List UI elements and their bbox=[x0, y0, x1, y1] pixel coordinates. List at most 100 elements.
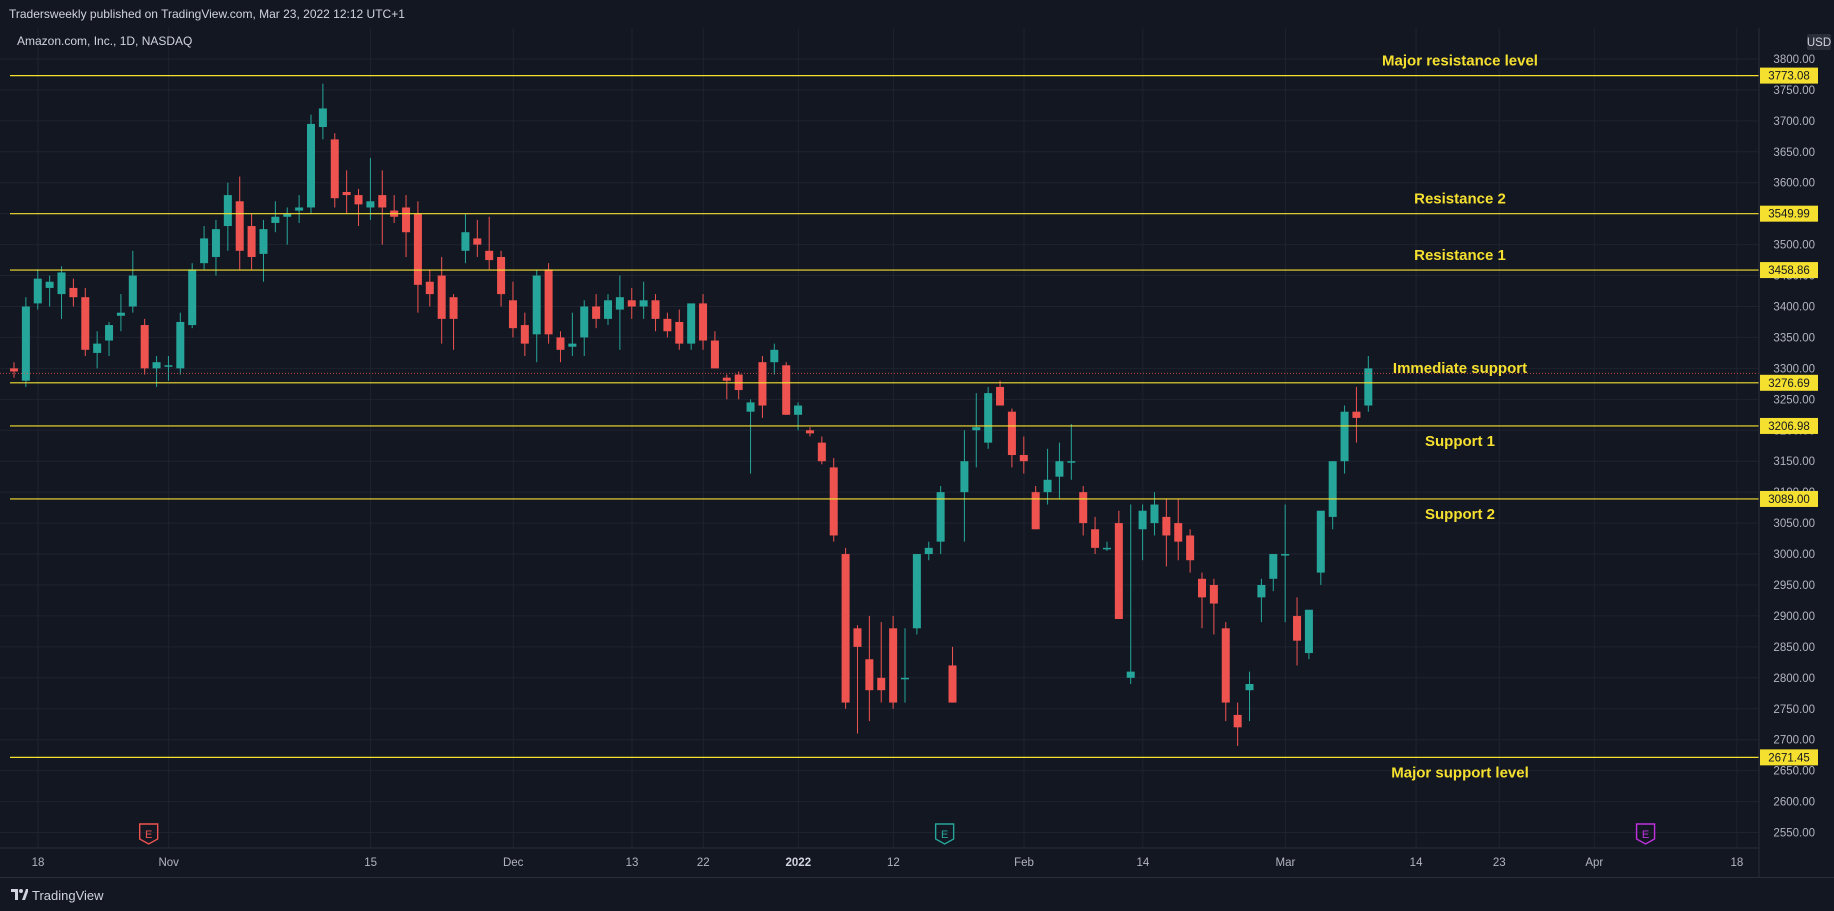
candle bbox=[996, 380, 1005, 406]
candle bbox=[1043, 448, 1052, 505]
time-tick-label: 23 bbox=[1493, 857, 1506, 869]
chart-background bbox=[0, 28, 1834, 877]
candle-body bbox=[1245, 684, 1254, 691]
candle-body bbox=[1174, 523, 1183, 542]
candle bbox=[1245, 671, 1254, 722]
candle-body bbox=[105, 325, 114, 341]
candle-body bbox=[152, 362, 161, 369]
candle-body bbox=[508, 300, 517, 329]
candle bbox=[556, 331, 565, 363]
time-tick-label: 12 bbox=[887, 857, 900, 869]
time-tick-label: Apr bbox=[1585, 857, 1603, 869]
time-axis[interactable]: 18Nov15Dec1322202212Feb14Mar1423Apr18May bbox=[32, 857, 1834, 869]
tradingview-logo-icon bbox=[11, 889, 28, 900]
price-tick-label: 3350.00 bbox=[1773, 332, 1815, 344]
candle-body bbox=[449, 297, 458, 319]
candle bbox=[532, 269, 541, 363]
candle bbox=[912, 554, 921, 635]
candle-body bbox=[1198, 578, 1206, 598]
candle-body bbox=[200, 238, 209, 264]
candle-body bbox=[485, 250, 494, 261]
candlestick-chart[interactable]: Major resistance level Resistance 2 Resist… bbox=[0, 0, 1834, 877]
candle bbox=[437, 256, 446, 344]
candle bbox=[687, 303, 696, 350]
candle bbox=[675, 309, 684, 350]
candle-body bbox=[817, 442, 826, 462]
level-annotation: Major resistance level bbox=[1382, 53, 1538, 70]
candle bbox=[841, 547, 850, 709]
candle bbox=[1304, 609, 1313, 660]
candle bbox=[1209, 578, 1218, 635]
candle-body bbox=[580, 306, 589, 338]
candle-body bbox=[473, 238, 482, 245]
candle-body bbox=[354, 195, 363, 205]
candle-body bbox=[81, 297, 90, 350]
candle-body bbox=[437, 275, 446, 319]
price-tick-label: 2900.00 bbox=[1773, 611, 1815, 623]
candle-body bbox=[378, 195, 387, 208]
chart-container[interactable]: Major resistance level Resistance 2 Resist… bbox=[0, 0, 1834, 882]
candle-body bbox=[116, 312, 125, 316]
price-tick-label: 2800.00 bbox=[1773, 673, 1815, 685]
candle bbox=[746, 399, 755, 474]
candle-body bbox=[794, 405, 803, 415]
level-tag-bg bbox=[1760, 374, 1818, 391]
candle bbox=[1162, 498, 1171, 567]
candle bbox=[853, 625, 862, 734]
candle-body bbox=[675, 321, 684, 344]
price-tick-label: 2650.00 bbox=[1773, 766, 1815, 778]
level-tag-text: 3276.69 bbox=[1768, 378, 1810, 390]
candle bbox=[568, 312, 577, 356]
candle-body bbox=[1340, 411, 1349, 462]
candle bbox=[1019, 436, 1028, 474]
candle-body bbox=[889, 628, 898, 703]
candle-body bbox=[1138, 510, 1147, 530]
candle-body bbox=[1221, 628, 1230, 703]
candle-body bbox=[247, 226, 256, 257]
candle bbox=[948, 646, 957, 703]
level-price-tag: 3458.86 bbox=[1760, 262, 1818, 279]
level-price-tag: 3773.08 bbox=[1760, 67, 1818, 84]
candle-body bbox=[901, 677, 909, 680]
candle bbox=[1079, 485, 1088, 536]
candle-body bbox=[556, 337, 565, 350]
candle-body bbox=[1209, 584, 1218, 604]
level-tag-bg bbox=[1760, 67, 1818, 84]
price-tick-label: 2600.00 bbox=[1773, 797, 1815, 809]
candle bbox=[425, 269, 434, 307]
candle bbox=[21, 297, 30, 387]
earnings-marker-icon[interactable]: E bbox=[934, 823, 955, 845]
candle bbox=[924, 541, 933, 561]
candle bbox=[200, 226, 209, 270]
candle-body bbox=[223, 195, 232, 227]
candle-body bbox=[841, 554, 850, 703]
candle-body bbox=[128, 275, 137, 307]
candle-body bbox=[782, 365, 791, 415]
time-tick-label: 14 bbox=[1136, 857, 1149, 869]
footer-bar: TradingView bbox=[0, 877, 1834, 911]
price-tick-label: 2750.00 bbox=[1773, 704, 1815, 716]
candle-body bbox=[57, 272, 66, 295]
candle bbox=[1114, 510, 1123, 620]
candle-body bbox=[1281, 554, 1290, 556]
level-tag-text: 3206.98 bbox=[1768, 421, 1810, 433]
candle-body bbox=[318, 108, 327, 128]
candle-body bbox=[21, 306, 30, 381]
price-tick-label: 3050.00 bbox=[1773, 518, 1815, 530]
level-tag-bg bbox=[1760, 205, 1818, 222]
candle bbox=[69, 278, 78, 307]
candle-body bbox=[960, 461, 969, 493]
level-tag-text: 2671.45 bbox=[1768, 752, 1810, 764]
candle bbox=[1328, 461, 1337, 530]
candle-body bbox=[532, 275, 541, 335]
candle-body bbox=[1091, 529, 1100, 548]
currency-badge[interactable]: USD bbox=[1807, 34, 1831, 50]
candle bbox=[1102, 541, 1111, 551]
candle-body bbox=[948, 665, 957, 703]
earnings-marker-icon[interactable]: E bbox=[1635, 823, 1656, 845]
candle-body bbox=[936, 492, 945, 542]
level-tag-bg bbox=[1760, 490, 1818, 507]
earnings-marker-icon[interactable]: E bbox=[138, 823, 159, 845]
candle bbox=[378, 170, 387, 245]
candle bbox=[901, 628, 909, 703]
